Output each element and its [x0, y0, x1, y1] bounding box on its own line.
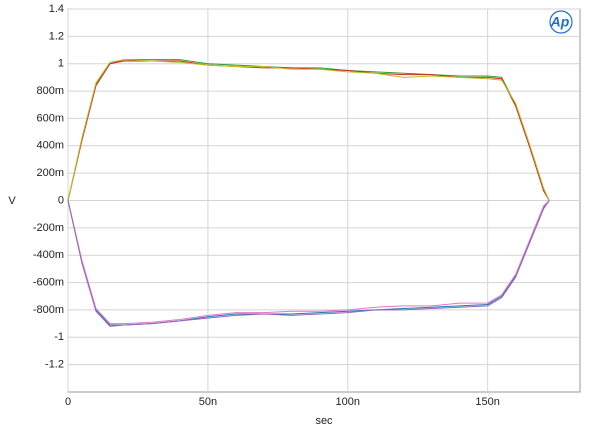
y-tick-label: 1.2	[49, 30, 64, 42]
logo: Ap	[550, 14, 570, 30]
x-tick-label: 0	[65, 396, 71, 408]
x-axis-label: sec	[315, 415, 333, 427]
trace	[67, 200, 550, 325]
x-tick-label: 50n	[199, 396, 217, 408]
trace	[67, 59, 550, 201]
y-tick-label: 1.4	[49, 3, 64, 15]
y-tick-label: 600m	[36, 112, 64, 124]
y-tick-label: 200m	[36, 167, 64, 179]
x-tick-label: 100n	[336, 396, 360, 408]
y-tick-label: 1	[58, 58, 64, 70]
y-tick-label: 0	[58, 194, 64, 206]
y-tick-label: -800m	[33, 304, 64, 316]
trace	[67, 200, 550, 327]
trace	[67, 59, 550, 201]
y-axis-label: V	[8, 195, 16, 207]
y-tick-label: -200m	[33, 222, 64, 234]
y-tick-label: -600m	[33, 276, 64, 288]
trace	[67, 60, 550, 201]
y-tick-label: -400m	[33, 249, 64, 261]
logo-ring	[549, 10, 573, 34]
y-tick-label: -1.2	[45, 359, 64, 371]
y-tick-label: 400m	[36, 140, 64, 152]
y-tick-label: 800m	[36, 85, 64, 97]
y-tick-label: -1	[54, 331, 64, 343]
x-tick-label: 150n	[475, 396, 499, 408]
